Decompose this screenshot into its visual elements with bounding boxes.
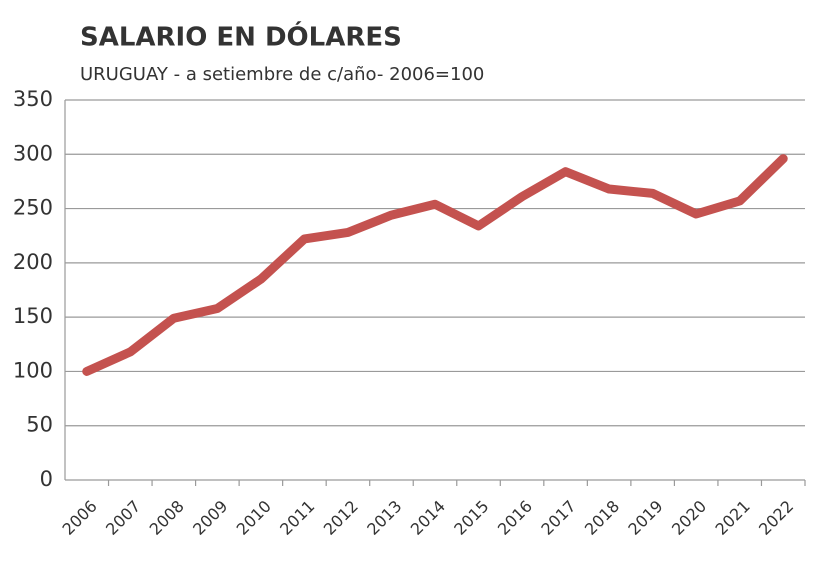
- y-tick-label: 250: [13, 196, 53, 220]
- x-tick-label: 2012: [320, 497, 362, 539]
- x-tick-label: 2014: [407, 497, 449, 539]
- y-tick-label: 50: [26, 413, 53, 437]
- y-tick-label: 200: [13, 250, 53, 274]
- y-tick-label: 100: [13, 358, 53, 382]
- chart-title: SALARIO EN DÓLARES: [80, 21, 402, 53]
- x-tick-label: 2007: [102, 497, 144, 539]
- y-tick-label: 0: [40, 467, 53, 491]
- y-tick-label: 350: [13, 87, 53, 111]
- x-tick-label: 2008: [146, 497, 188, 539]
- x-tick-label: 2020: [668, 497, 710, 539]
- x-tick-label: 2010: [233, 497, 275, 539]
- x-tick-label: 2006: [59, 497, 101, 539]
- x-tick-label: 2013: [363, 497, 405, 539]
- x-tick-label: 2021: [711, 497, 753, 539]
- y-tick-label: 300: [13, 141, 53, 165]
- x-tick-label: 2018: [581, 497, 623, 539]
- x-tick-label: 2022: [755, 497, 797, 539]
- chart-subtitle: URUGUAY - a setiembre de c/año- 2006=100: [80, 64, 484, 85]
- x-tick-label: 2016: [494, 497, 536, 539]
- x-tick-label: 2019: [624, 497, 666, 539]
- y-tick-label: 150: [13, 304, 53, 328]
- x-tick-label: 2017: [537, 497, 579, 539]
- x-tick-label: 2011: [276, 497, 318, 539]
- x-tick-label: 2015: [450, 497, 492, 539]
- x-tick-label: 2009: [189, 497, 231, 539]
- data-line: [82, 154, 788, 376]
